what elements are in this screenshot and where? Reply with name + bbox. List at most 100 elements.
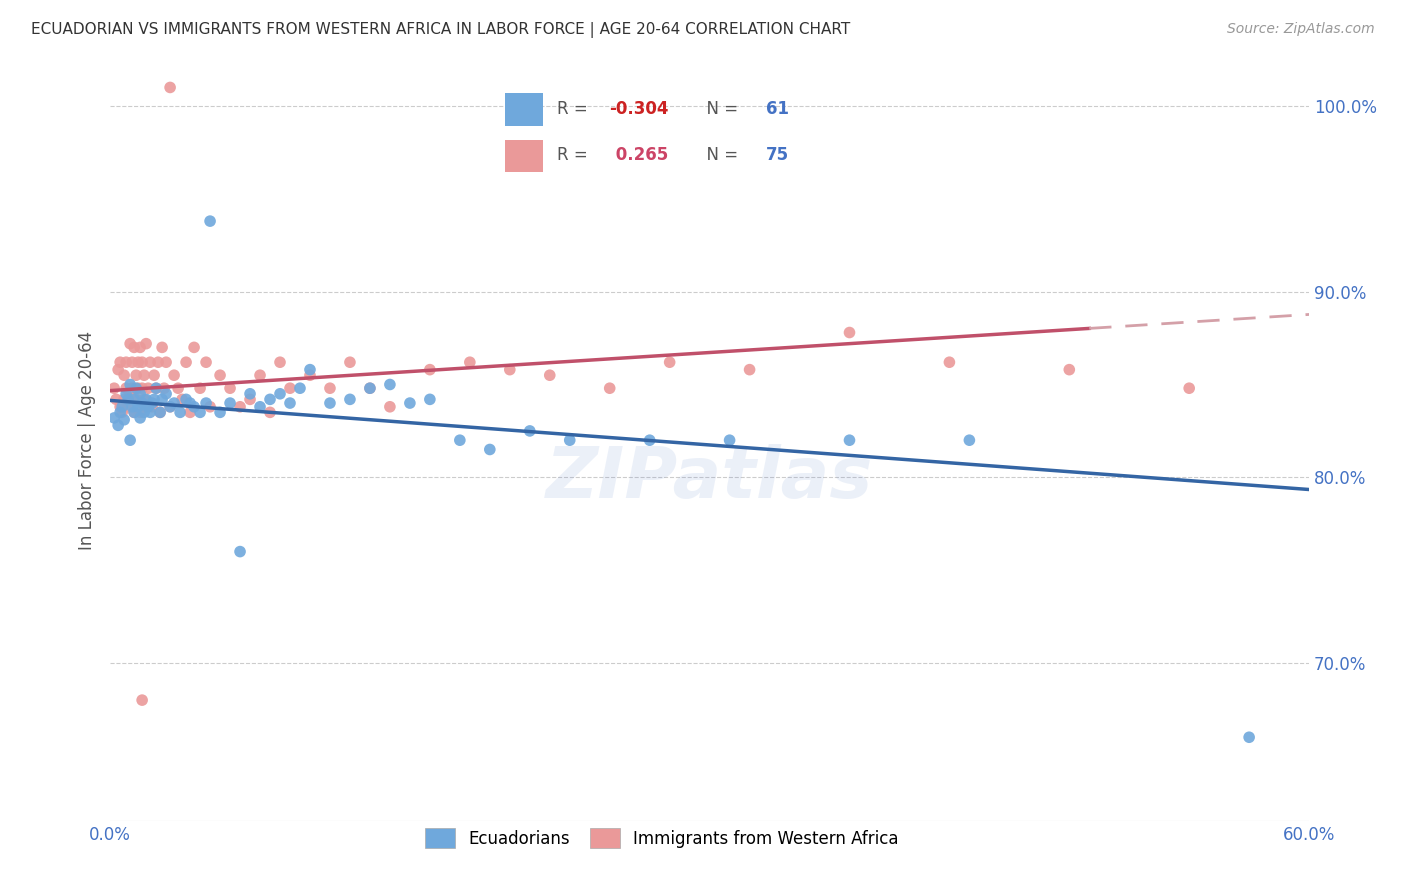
Point — [478, 442, 501, 457]
Point — [115, 386, 138, 401]
Point — [117, 400, 139, 414]
Point — [107, 362, 129, 376]
Text: Source: ZipAtlas.com: Source: ZipAtlas.com — [1227, 22, 1375, 37]
Point — [134, 405, 156, 419]
Point — [838, 326, 860, 340]
Point — [938, 355, 960, 369]
Point — [145, 381, 167, 395]
Point — [209, 405, 232, 419]
Point — [150, 340, 173, 354]
Point — [111, 400, 134, 414]
Point — [319, 381, 342, 395]
Point — [169, 405, 191, 419]
Point — [108, 355, 131, 369]
Point — [122, 405, 145, 419]
Point — [1178, 381, 1201, 395]
Text: ECUADORIAN VS IMMIGRANTS FROM WESTERN AFRICA IN LABOR FORCE | AGE 20-64 CORRELAT: ECUADORIAN VS IMMIGRANTS FROM WESTERN AF… — [31, 22, 851, 38]
Point — [129, 386, 152, 401]
Point — [1059, 362, 1081, 376]
Point — [718, 433, 741, 447]
Point — [131, 396, 153, 410]
Point — [458, 355, 481, 369]
Point — [298, 368, 321, 383]
Point — [129, 340, 152, 354]
Point — [136, 400, 159, 414]
Point — [143, 392, 166, 407]
Point — [174, 355, 197, 369]
Point — [155, 386, 177, 401]
Point — [105, 392, 128, 407]
Point — [163, 368, 186, 383]
Point — [179, 405, 201, 419]
Point — [135, 336, 157, 351]
Point — [558, 433, 581, 447]
Point — [174, 392, 197, 407]
Point — [127, 355, 149, 369]
Point — [198, 400, 221, 414]
Point — [141, 396, 163, 410]
Point — [131, 693, 153, 707]
Point — [121, 355, 143, 369]
Point — [339, 392, 361, 407]
Point — [103, 411, 125, 425]
Point — [195, 355, 218, 369]
Point — [419, 392, 441, 407]
Point — [131, 381, 153, 395]
Point — [145, 381, 167, 395]
Point — [125, 392, 148, 407]
Point — [188, 405, 211, 419]
Point — [122, 340, 145, 354]
Point — [259, 405, 281, 419]
Point — [120, 386, 142, 401]
Point — [155, 355, 177, 369]
Point — [259, 392, 281, 407]
Point — [135, 400, 157, 414]
Point — [120, 377, 142, 392]
Point — [538, 368, 561, 383]
Point — [209, 368, 232, 383]
Point — [229, 544, 252, 558]
Point — [159, 400, 181, 414]
Point — [121, 400, 143, 414]
Point — [838, 433, 860, 447]
Point — [399, 396, 422, 410]
Point — [120, 433, 142, 447]
Point — [738, 362, 761, 376]
Point — [359, 381, 381, 395]
Point — [108, 405, 131, 419]
Point — [149, 405, 172, 419]
Point — [125, 368, 148, 383]
Point — [249, 368, 271, 383]
Point — [127, 381, 149, 395]
Point — [195, 396, 218, 410]
Point — [249, 400, 271, 414]
Point — [163, 396, 186, 410]
Point — [146, 355, 169, 369]
Y-axis label: In Labor Force | Age 20-64: In Labor Force | Age 20-64 — [79, 331, 96, 549]
Point — [120, 336, 142, 351]
Point — [269, 355, 291, 369]
Point — [319, 396, 342, 410]
Point — [269, 386, 291, 401]
Point — [139, 405, 162, 419]
Legend: Ecuadorians, Immigrants from Western Africa: Ecuadorians, Immigrants from Western Afr… — [418, 822, 905, 855]
Point — [143, 368, 166, 383]
Point — [599, 381, 621, 395]
Point — [121, 381, 143, 395]
Point — [957, 433, 980, 447]
Point — [108, 400, 131, 414]
Point — [139, 355, 162, 369]
Point — [103, 381, 125, 395]
Point — [339, 355, 361, 369]
Point — [183, 400, 205, 414]
Point — [141, 400, 163, 414]
Point — [172, 392, 194, 407]
Point — [112, 392, 135, 407]
Point — [278, 396, 301, 410]
Point — [134, 368, 156, 383]
Point — [239, 386, 262, 401]
Point — [129, 411, 152, 425]
Point — [359, 381, 381, 395]
Point — [125, 381, 148, 395]
Point — [198, 214, 221, 228]
